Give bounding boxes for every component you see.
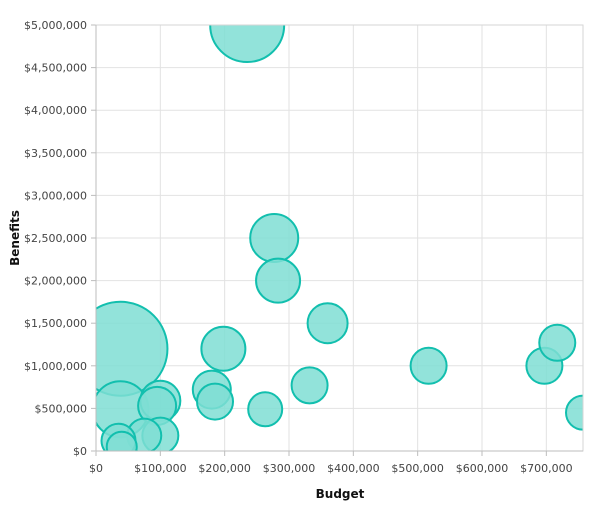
x-tick-label: $100,000: [134, 462, 187, 475]
y-tick-label: $3,500,000: [24, 147, 87, 160]
bubble-point[interactable]: [105, 430, 138, 462]
x-tick-label: $200,000: [198, 462, 251, 475]
x-tick-label: $0: [89, 462, 103, 475]
y-tick-label: $500,000: [35, 402, 88, 415]
axes: [91, 24, 584, 456]
y-tick-label: $4,000,000: [24, 104, 87, 117]
x-tick-label: $300,000: [263, 462, 316, 475]
bubble-point[interactable]: [209, 0, 286, 63]
bubble-point[interactable]: [409, 346, 448, 385]
x-axis-tick-labels: $0 $100,000 $200,000 $300,000 $400,000 $500,0…: [89, 462, 573, 475]
bubble-point[interactable]: [249, 213, 300, 263]
x-tick-label: $500,000: [391, 462, 444, 475]
y-tick-label: $2,500,000: [24, 232, 87, 245]
y-tick-label: $1,000,000: [24, 360, 87, 373]
x-tick-label: $400,000: [327, 462, 380, 475]
x-axis-title: Budget: [316, 487, 365, 501]
y-tick-label: $2,000,000: [24, 275, 87, 288]
bubble-point[interactable]: [200, 325, 247, 372]
bubble-point[interactable]: [290, 366, 329, 405]
y-tick-label: $1,500,000: [24, 317, 87, 330]
bubble-point[interactable]: [196, 382, 235, 421]
x-tick-label: $600,000: [456, 462, 509, 475]
y-tick-label: $4,500,000: [24, 62, 87, 75]
bubble-point[interactable]: [565, 394, 600, 431]
y-tick-label: $0: [73, 445, 87, 458]
bubble-point[interactable]: [538, 323, 577, 362]
y-axis-tick-labels: $0 $500,000 $1,000,000 $1,500,000 $2,000,000…: [24, 19, 87, 458]
y-axis-title: Benefits: [8, 210, 22, 266]
y-tick-label: $5,000,000: [24, 19, 87, 32]
plot-area: [96, 0, 600, 462]
bubble-point[interactable]: [255, 257, 302, 304]
y-tick-label: $3,000,000: [24, 189, 87, 202]
bubble-point[interactable]: [306, 302, 349, 345]
bubble-point[interactable]: [247, 391, 284, 428]
x-tick-label: $700,000: [520, 462, 573, 475]
